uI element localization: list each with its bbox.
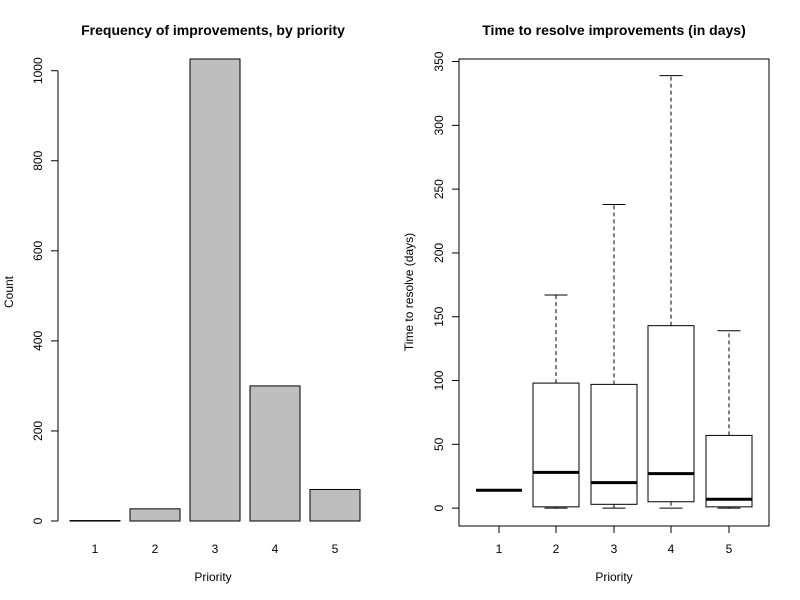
box-plot-y-tick-label: 250 [432, 179, 446, 199]
bar-chart-bar [189, 58, 241, 522]
box-plot-x-tick-label: 5 [726, 542, 733, 556]
bar-chart-x-axis-label: Priority [194, 570, 231, 584]
bar-chart-y-tick-label: 400 [31, 331, 45, 351]
box-plot-x-tick-label: 3 [611, 542, 618, 556]
box-plot-x-tick-label: 1 [496, 542, 503, 556]
box-plot-box-group [590, 203, 638, 509]
bar-chart-bar [69, 520, 121, 522]
box-plot-box [705, 434, 753, 508]
box-plot-x-axis: 1 2 3 4 5 [496, 525, 733, 556]
bar-chart-x-tick-labels: 1 2 3 4 5 [92, 542, 339, 556]
box-plot-box [532, 382, 580, 508]
bar-chart-x-tick-label: 3 [212, 542, 219, 556]
bar-chart-y-tick-label: 800 [31, 150, 45, 170]
box-plot-y-axis-label: Time to resolve (days) [402, 233, 416, 351]
bar-chart-x-tick-label: 4 [272, 542, 279, 556]
bar-chart-panel: Frequency of improvements, by priority P… [2, 22, 361, 584]
box-plot-y-tick-label: 50 [432, 437, 446, 451]
bar-chart-bar [129, 508, 181, 522]
box-plot-y-tick-label: 200 [432, 243, 446, 263]
box-plot-y-tick-label: 350 [432, 51, 446, 71]
bar-chart-x-tick-label: 2 [152, 542, 159, 556]
box-plot-y-tick-label: 150 [432, 306, 446, 326]
bar-chart-y-axis: 0 200 400 600 800 1000 [31, 57, 59, 524]
box-plot-title: Time to resolve improvements (in days) [482, 22, 746, 38]
box-plot-x-tick-label: 2 [553, 542, 560, 556]
bar-chart-y-tick-label: 0 [31, 517, 45, 524]
box-plot-y-tick-label: 300 [432, 115, 446, 135]
bar-chart-y-tick-label: 1000 [31, 57, 45, 84]
box-plot-y-tick-label: 0 [432, 504, 446, 511]
box-plot-y-axis: 0 50 100 150 200 250 300 350 [432, 51, 460, 511]
box-plot-panel: Time to resolve improvements (in days) P… [402, 22, 770, 584]
box-plot-box [647, 325, 695, 503]
box-plot-box-group [532, 294, 580, 509]
box-plot-x-tick-label: 4 [668, 542, 675, 556]
box-plot-box-group [647, 75, 695, 509]
bar-chart-title: Frequency of improvements, by priority [81, 22, 345, 38]
box-plot-box [590, 383, 638, 505]
bar-chart-y-axis-label: Count [2, 275, 16, 308]
bar-chart-x-tick-label: 5 [332, 542, 339, 556]
bar-chart-y-tick-label: 200 [31, 421, 45, 441]
bar-chart-y-tick-label: 600 [31, 240, 45, 260]
box-plot-box-group [705, 330, 753, 509]
bar-chart-x-tick-label: 1 [92, 542, 99, 556]
bar-chart-bar [249, 385, 301, 522]
bar-chart-bar [309, 488, 361, 522]
box-plot-boxes [476, 75, 753, 509]
box-plot-x-axis-label: Priority [595, 570, 632, 584]
box-plot-y-tick-label: 100 [432, 370, 446, 390]
bar-chart-bars [69, 58, 361, 522]
